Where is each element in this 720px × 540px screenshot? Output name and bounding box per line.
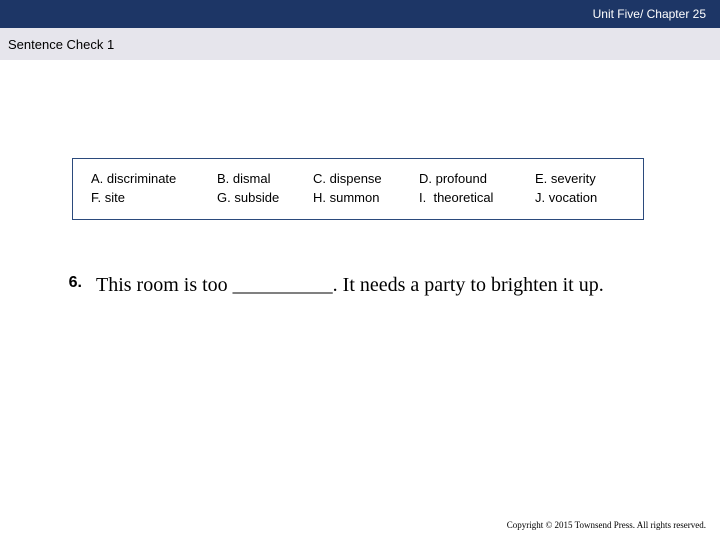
vocab-item: H. summon (313, 190, 413, 205)
copyright-text: Copyright © 2015 Townsend Press. All rig… (507, 520, 706, 530)
vocab-item: C. dispense (313, 171, 413, 186)
question-text: This room is too __________. It needs a … (96, 272, 604, 299)
vocab-item: A. discriminate (91, 171, 211, 186)
subheader-bar: Sentence Check 1 (0, 28, 720, 60)
question-number: 6. (64, 272, 82, 292)
subheader-title: Sentence Check 1 (8, 37, 114, 52)
vocab-grid: A. discriminate B. dismal C. dispense D.… (91, 171, 625, 205)
vocab-item: D. profound (419, 171, 529, 186)
vocab-item: I. theoretical (419, 190, 529, 205)
vocab-box: A. discriminate B. dismal C. dispense D.… (72, 158, 644, 220)
header-bar: Unit Five/ Chapter 25 (0, 0, 720, 28)
vocab-item: E. severity (535, 171, 635, 186)
vocab-item: B. dismal (217, 171, 307, 186)
question-block: 6. This room is too __________. It needs… (64, 272, 624, 299)
vocab-item: G. subside (217, 190, 307, 205)
header-title: Unit Five/ Chapter 25 (593, 7, 706, 21)
vocab-item: F. site (91, 190, 211, 205)
vocab-item: J. vocation (535, 190, 635, 205)
